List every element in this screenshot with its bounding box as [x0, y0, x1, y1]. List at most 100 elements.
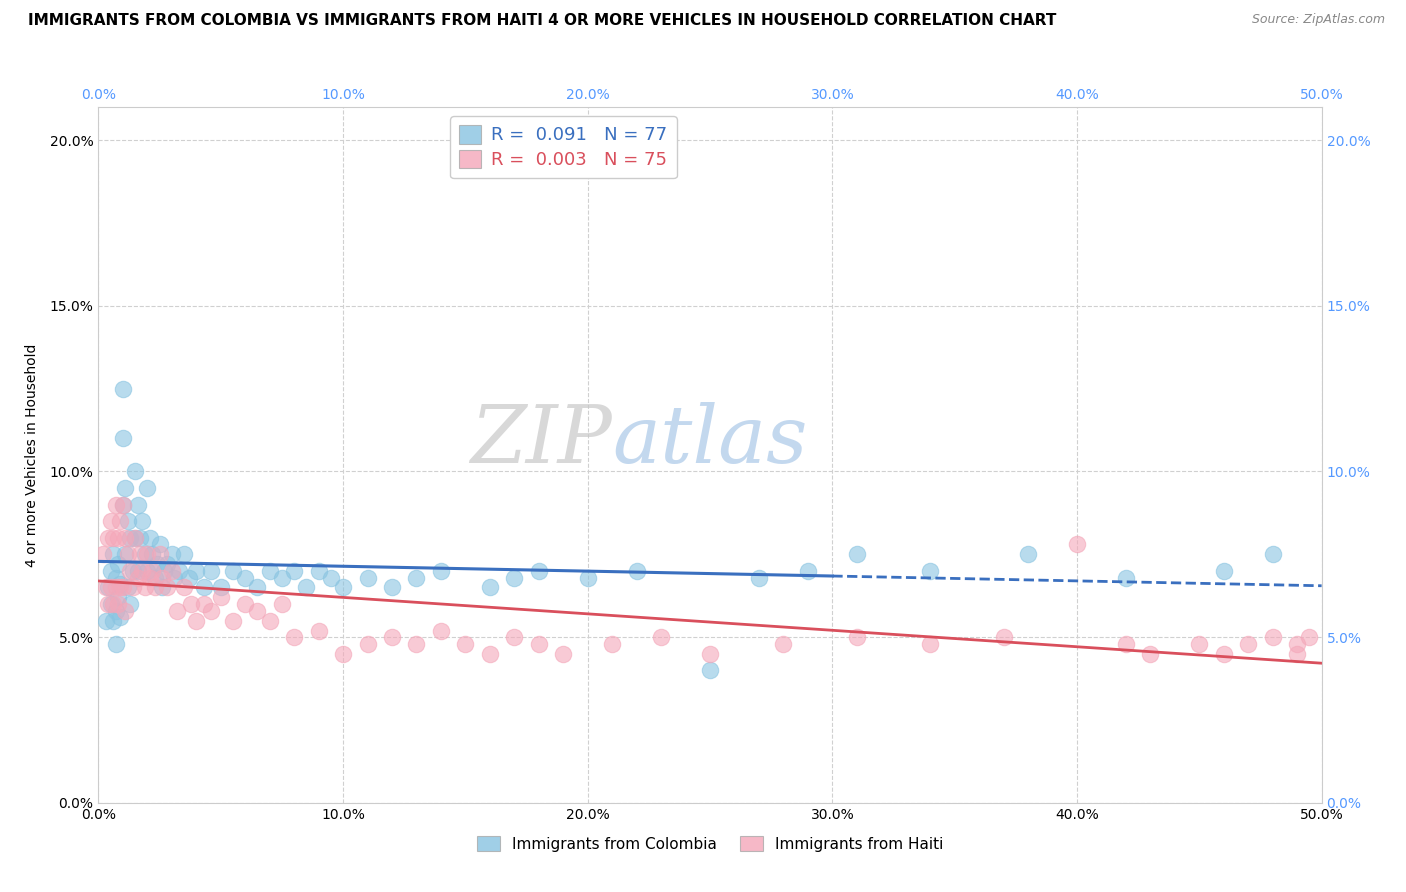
Point	[283, 564, 305, 578]
Point	[319, 570, 342, 584]
Point	[139, 570, 162, 584]
Point	[104, 570, 127, 584]
Point	[193, 581, 215, 595]
Point	[160, 564, 183, 578]
Legend: Immigrants from Colombia, Immigrants from Haiti: Immigrants from Colombia, Immigrants fro…	[471, 830, 949, 858]
Point	[1139, 647, 1161, 661]
Point	[430, 624, 453, 638]
Point	[163, 570, 186, 584]
Point	[111, 498, 134, 512]
Point	[114, 547, 136, 561]
Point	[143, 570, 166, 584]
Point	[246, 604, 269, 618]
Point	[91, 547, 114, 561]
Point	[405, 570, 427, 584]
Text: atlas: atlas	[612, 402, 807, 480]
Point	[332, 581, 354, 595]
Point	[222, 614, 245, 628]
Point	[120, 597, 142, 611]
Point	[127, 564, 149, 578]
Point	[1286, 637, 1309, 651]
Point	[1188, 637, 1211, 651]
Point	[100, 564, 122, 578]
Point	[153, 564, 176, 578]
Point	[146, 558, 169, 572]
Point	[100, 597, 122, 611]
Point	[222, 564, 245, 578]
Point	[503, 630, 526, 644]
Point	[699, 663, 721, 677]
Point	[1261, 547, 1284, 561]
Point	[110, 514, 132, 528]
Point	[845, 630, 868, 644]
Point	[405, 637, 427, 651]
Point	[149, 547, 172, 561]
Point	[295, 581, 318, 595]
Point	[1115, 570, 1137, 584]
Point	[478, 581, 501, 595]
Point	[94, 614, 117, 628]
Point	[1212, 564, 1234, 578]
Point	[107, 531, 129, 545]
Point	[180, 597, 202, 611]
Point	[150, 570, 173, 584]
Point	[136, 564, 159, 578]
Point	[166, 604, 188, 618]
Point	[136, 481, 159, 495]
Point	[527, 564, 550, 578]
Point	[111, 581, 134, 595]
Point	[120, 564, 142, 578]
Point	[149, 537, 172, 551]
Point	[101, 614, 124, 628]
Point	[131, 564, 153, 578]
Point	[121, 564, 143, 578]
Point	[129, 547, 152, 561]
Point	[1286, 647, 1309, 661]
Point	[186, 614, 208, 628]
Point	[186, 564, 208, 578]
Point	[121, 581, 143, 595]
Point	[141, 564, 163, 578]
Point	[134, 581, 156, 595]
Text: IMMIGRANTS FROM COLOMBIA VS IMMIGRANTS FROM HAITI 4 OR MORE VEHICLES IN HOUSEHOL: IMMIGRANTS FROM COLOMBIA VS IMMIGRANTS F…	[28, 13, 1056, 29]
Point	[209, 581, 232, 595]
Point	[167, 564, 190, 578]
Point	[104, 637, 127, 651]
Point	[139, 531, 162, 545]
Text: Source: ZipAtlas.com: Source: ZipAtlas.com	[1251, 13, 1385, 27]
Point	[111, 382, 134, 396]
Point	[209, 591, 232, 605]
Point	[124, 531, 146, 545]
Point	[124, 465, 146, 479]
Point	[527, 637, 550, 651]
Point	[626, 564, 648, 578]
Point	[101, 597, 124, 611]
Point	[478, 647, 501, 661]
Point	[97, 581, 120, 595]
Point	[454, 637, 477, 651]
Point	[246, 581, 269, 595]
Point	[117, 547, 139, 561]
Point	[114, 531, 136, 545]
Point	[503, 570, 526, 584]
Point	[104, 604, 127, 618]
Point	[100, 514, 122, 528]
Point	[1261, 630, 1284, 644]
Point	[156, 581, 179, 595]
Point	[97, 597, 120, 611]
Point	[114, 481, 136, 495]
Point	[127, 498, 149, 512]
Point	[107, 597, 129, 611]
Point	[136, 547, 159, 561]
Text: ZIP: ZIP	[471, 402, 612, 480]
Point	[748, 570, 770, 584]
Point	[993, 630, 1015, 644]
Point	[143, 581, 166, 595]
Point	[553, 647, 575, 661]
Point	[356, 637, 378, 651]
Point	[111, 498, 134, 512]
Point	[110, 577, 132, 591]
Point	[94, 581, 117, 595]
Point	[104, 581, 127, 595]
Point	[1212, 647, 1234, 661]
